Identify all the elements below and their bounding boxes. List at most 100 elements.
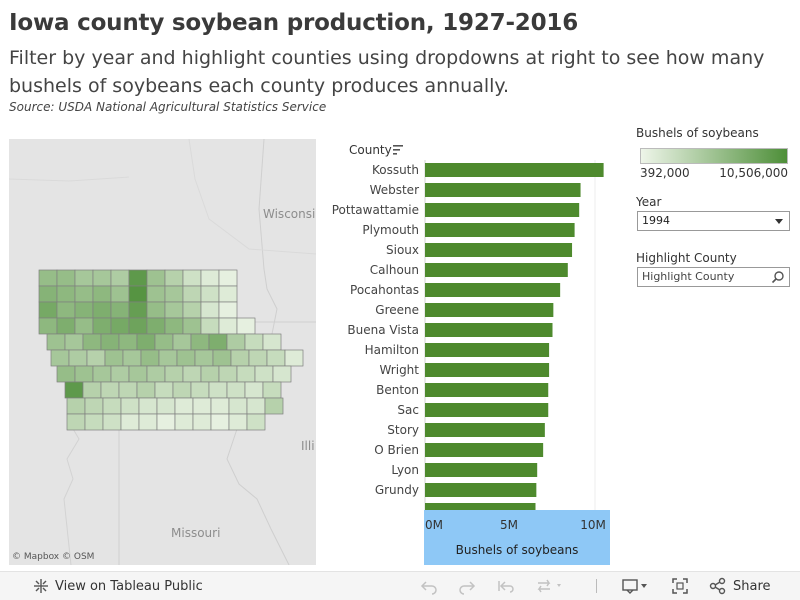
- county-shape[interactable]: [74, 285, 94, 303]
- county-shape[interactable]: [38, 285, 58, 303]
- county-shape[interactable]: [208, 333, 228, 351]
- county-shape[interactable]: [128, 317, 148, 335]
- county-label[interactable]: Benton: [376, 383, 419, 397]
- county-header[interactable]: County: [349, 143, 392, 157]
- county-shape[interactable]: [254, 365, 274, 383]
- county-shape[interactable]: [38, 301, 58, 319]
- county-shape[interactable]: [110, 317, 130, 335]
- county-shape[interactable]: [192, 413, 212, 431]
- county-shape[interactable]: [174, 397, 194, 415]
- county-shape[interactable]: [136, 333, 156, 351]
- mapbox-attribution[interactable]: © Mapbox: [12, 552, 60, 562]
- county-shape[interactable]: [182, 365, 202, 383]
- county-shape[interactable]: [118, 381, 138, 399]
- county-shape[interactable]: [218, 317, 238, 335]
- county-shape[interactable]: [38, 317, 58, 335]
- county-shape[interactable]: [212, 349, 232, 367]
- county-shape[interactable]: [138, 397, 158, 415]
- bar[interactable]: [425, 423, 545, 437]
- county-shape[interactable]: [102, 397, 122, 415]
- county-shape[interactable]: [174, 413, 194, 431]
- bar[interactable]: [425, 443, 544, 457]
- view-on-tableau-button[interactable]: View on Tableau Public: [33, 577, 203, 595]
- county-shape[interactable]: [218, 301, 238, 319]
- county-shape[interactable]: [190, 333, 210, 351]
- county-shape[interactable]: [122, 349, 142, 367]
- county-shape[interactable]: [74, 301, 94, 319]
- county-shape[interactable]: [154, 333, 174, 351]
- county-shape[interactable]: [56, 317, 76, 335]
- county-shape[interactable]: [164, 317, 184, 335]
- map-canvas[interactable]: [9, 139, 316, 565]
- county-label[interactable]: O Brien: [374, 443, 419, 457]
- county-shape[interactable]: [228, 397, 248, 415]
- county-label[interactable]: Kossuth: [372, 163, 419, 177]
- share-button[interactable]: Share: [709, 577, 771, 595]
- county-shape[interactable]: [74, 365, 94, 383]
- county-shape[interactable]: [164, 365, 184, 383]
- county-shape[interactable]: [102, 413, 122, 431]
- county-shape[interactable]: [120, 413, 140, 431]
- county-shape[interactable]: [194, 349, 214, 367]
- county-shape[interactable]: [92, 317, 112, 335]
- county-label[interactable]: Hamilton: [365, 343, 419, 357]
- county-shape[interactable]: [210, 413, 230, 431]
- county-shape[interactable]: [128, 269, 148, 287]
- county-shape[interactable]: [236, 365, 256, 383]
- bar[interactable]: [425, 303, 554, 317]
- county-shape[interactable]: [146, 365, 166, 383]
- county-shape[interactable]: [164, 285, 184, 303]
- county-shape[interactable]: [208, 381, 228, 399]
- bar[interactable]: [425, 483, 537, 497]
- county-shape[interactable]: [84, 413, 104, 431]
- bar-partial[interactable]: [425, 503, 536, 510]
- county-shape[interactable]: [92, 301, 112, 319]
- county-label[interactable]: Pottawattamie: [332, 203, 419, 217]
- county-shape[interactable]: [272, 365, 292, 383]
- county-shape[interactable]: [146, 269, 166, 287]
- county-shape[interactable]: [226, 333, 246, 351]
- county-shape[interactable]: [182, 317, 202, 335]
- county-shape[interactable]: [92, 269, 112, 287]
- county-shape[interactable]: [120, 397, 140, 415]
- county-shape[interactable]: [56, 269, 76, 287]
- county-shape[interactable]: [146, 317, 166, 335]
- county-shape[interactable]: [218, 269, 238, 287]
- county-shape[interactable]: [182, 285, 202, 303]
- bar[interactable]: [425, 203, 580, 217]
- bar[interactable]: [425, 343, 550, 357]
- bar[interactable]: [425, 243, 573, 257]
- year-dropdown[interactable]: 1994: [637, 211, 790, 231]
- bar[interactable]: [425, 403, 549, 417]
- county-shape[interactable]: [92, 365, 112, 383]
- county-shape[interactable]: [218, 285, 238, 303]
- county-shape[interactable]: [266, 349, 286, 367]
- county-shape[interactable]: [56, 285, 76, 303]
- fullscreen-button[interactable]: [671, 577, 689, 595]
- county-shape[interactable]: [246, 413, 266, 431]
- search-icon[interactable]: [771, 270, 785, 284]
- county-shape[interactable]: [284, 349, 304, 367]
- county-shape[interactable]: [136, 381, 156, 399]
- county-label[interactable]: Webster: [370, 183, 420, 197]
- bar-chart[interactable]: Kossuth Webster Pottawattamie Plymouth Sioux…: [320, 160, 620, 510]
- bar[interactable]: [425, 183, 581, 197]
- county-label[interactable]: Sioux: [386, 243, 419, 257]
- x-axis[interactable]: 0M 5M 10M Bushels of soybeans: [424, 510, 610, 565]
- county-shape[interactable]: [68, 349, 88, 367]
- county-shape[interactable]: [156, 397, 176, 415]
- county-shape[interactable]: [228, 413, 248, 431]
- sort-icon[interactable]: [392, 144, 404, 156]
- county-shape[interactable]: [164, 269, 184, 287]
- county-shape[interactable]: [156, 413, 176, 431]
- refresh-button[interactable]: [535, 577, 565, 595]
- county-shape[interactable]: [146, 285, 166, 303]
- county-shape[interactable]: [262, 381, 282, 399]
- county-shape[interactable]: [248, 349, 268, 367]
- bar[interactable]: [425, 363, 550, 377]
- county-shape[interactable]: [190, 381, 210, 399]
- redo-button[interactable]: [458, 577, 476, 595]
- county-shape[interactable]: [244, 381, 264, 399]
- county-shape[interactable]: [118, 333, 138, 351]
- county-shape[interactable]: [100, 381, 120, 399]
